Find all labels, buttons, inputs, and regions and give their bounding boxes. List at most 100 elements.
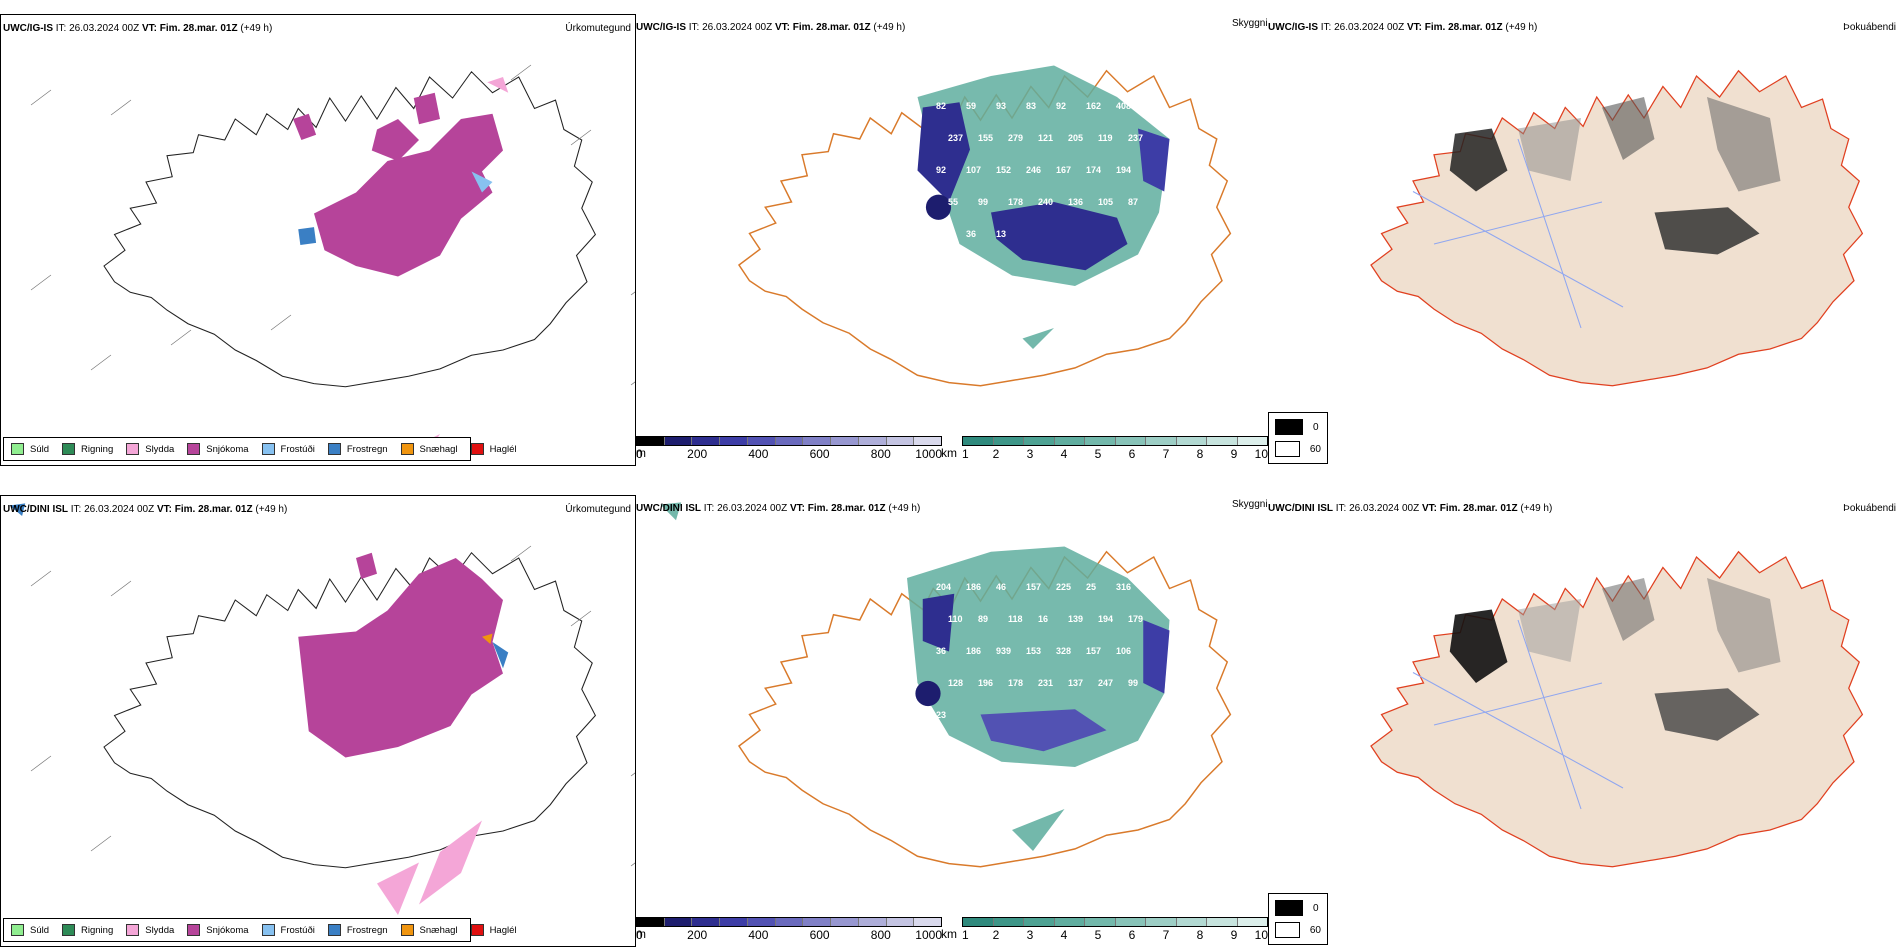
ceiling-colorbar: 0 200 400 600 800 1000 — [636, 917, 942, 942]
colorbar-cell — [637, 918, 665, 926]
legend-item-sleet: Slydda — [126, 443, 174, 455]
ceiling-value-label: 155 — [978, 133, 993, 143]
colorbar-cell — [914, 918, 942, 926]
colorbar-cell — [747, 918, 776, 926]
ceiling-value-label: 247 — [1098, 678, 1113, 688]
it-value: 26.03.2024 00Z — [84, 504, 155, 515]
legend-item-freezing-rain: Frostregn — [327, 924, 388, 936]
precip-type-map — [9, 503, 635, 915]
colorbar-cell — [720, 918, 748, 926]
ceiling-value-label: 106 — [1116, 646, 1131, 656]
legend-swatch — [187, 924, 201, 936]
vt-label: VT: — [1421, 503, 1437, 514]
ceiling-value-label: 178 — [1008, 197, 1023, 207]
fog-index-map — [1370, 70, 1864, 387]
colorbar-cell — [692, 918, 721, 926]
fog-legend: 0 60 — [1268, 893, 1328, 945]
ceiling-value-label: 99 — [978, 197, 988, 207]
legend-label: Snæhagl — [419, 443, 458, 455]
legend-item-rain: Rigning — [62, 443, 113, 455]
ceiling-value-label: 99 — [1128, 678, 1138, 688]
ceiling-color-cells — [636, 917, 942, 927]
colorbar-cell — [1085, 437, 1116, 445]
ceiling-value-label: 36 — [966, 229, 976, 239]
colorbar-tick-label: 9 — [1230, 928, 1238, 942]
colorbar-cell — [858, 918, 887, 926]
fog-legend-label: 0 — [1313, 421, 1319, 433]
fog-legend-row: 60 — [1275, 441, 1321, 457]
colorbar-tick-label: 200 — [687, 447, 708, 461]
colorbar-cell — [963, 437, 994, 445]
cloud-ceiling-map: 204 186 46 157 225 25 316 110 89 118 16 139 194 179 36… — [660, 502, 1232, 868]
ceiling-value-label: 13 — [996, 229, 1006, 239]
colorbar-cell — [1054, 437, 1085, 445]
ceiling-value-label: 205 — [1068, 133, 1083, 143]
colorbar-cell — [1207, 437, 1238, 445]
precip-legend: Súld Rigning Slydda Snjókoma Frostúði Fr… — [3, 918, 517, 942]
ceiling-value-label: 16 — [1038, 614, 1048, 624]
ceiling-value-label: 152 — [996, 165, 1011, 175]
cloud-title: Skyggni — [1232, 18, 1268, 29]
fog-legend: 0 60 — [1268, 412, 1328, 464]
legend-label: Frostregn — [346, 924, 388, 936]
cloud-visibility-panel-top: 82 59 93 83 92 162 408 237 155 279 121 205 119 237 92 1… — [636, 14, 1272, 464]
colorbar-tick-label: 1000 — [915, 447, 942, 461]
ceiling-value-label: 87 — [1128, 197, 1138, 207]
ceiling-value-label: 82 — [936, 101, 946, 111]
legend-label: Rigning — [81, 443, 114, 455]
colorbar-cell — [1237, 918, 1267, 926]
legend-swatch — [400, 443, 414, 455]
colorbar-cell — [993, 918, 1024, 926]
ceiling-ticks: 0 200 400 600 800 1000 — [636, 446, 942, 461]
ceiling-value-label: 231 — [1038, 678, 1053, 688]
colorbar-cell — [803, 437, 832, 445]
colorbar-tick-label: 6 — [1128, 928, 1136, 942]
colorbar-tick-label: 2 — [992, 447, 1000, 461]
fog-index-panel-top: UWC/IG-IS IT: 26.03.2024 00Z VT: Fim. 28… — [1268, 14, 1900, 464]
colorbar-tick-label: 400 — [748, 447, 769, 461]
colorbar-cell — [831, 437, 859, 445]
ceiling-value-label: 59 — [966, 101, 976, 111]
legend-item-freezing-rain: Frostregn — [327, 443, 388, 455]
fog-legend-label: 0 — [1313, 902, 1319, 914]
vt-label: VT: — [789, 503, 805, 514]
legend-swatch — [470, 443, 484, 455]
colorbar-tick-label: 0 — [636, 928, 643, 942]
colorbar-tick-label: 4 — [1060, 928, 1068, 942]
ceiling-value-label: 162 — [1086, 101, 1101, 111]
legend-swatch — [126, 924, 140, 936]
vt-label: VT: — [774, 22, 790, 33]
legend-swatch — [62, 924, 76, 936]
ceiling-value-label: 194 — [1116, 165, 1131, 175]
colorbar-tick-label: 10 — [1254, 928, 1268, 942]
colorbar-tick-label: 6 — [1128, 447, 1136, 461]
legend-swatch — [62, 443, 76, 455]
it-label: IT: — [703, 503, 715, 514]
it-label: IT: — [1320, 22, 1332, 33]
legend-swatch — [327, 443, 341, 455]
it-label: IT: — [688, 22, 700, 33]
ceiling-value-label: 237 — [1128, 133, 1143, 143]
precip-type-panel-bottom: UWC/DINI ISL IT: 26.03.2024 00Z VT: Fim.… — [0, 495, 636, 947]
legend-label: Snjókoma — [206, 443, 249, 455]
fog-index-panel-bottom: UWC/DINI ISL IT: 26.03.2024 00Z VT: Fim.… — [1268, 495, 1900, 945]
colorbar-tick-label: 1 — [962, 928, 969, 942]
legend-label: Haglél — [489, 924, 517, 936]
fog-swatch-white — [1275, 922, 1300, 938]
ceiling-value-label: 105 — [1098, 197, 1113, 207]
colorbar-tick-label: 400 — [748, 928, 769, 942]
ceiling-value-label: 174 — [1086, 165, 1101, 175]
ceiling-value-label: 178 — [1008, 678, 1023, 688]
it-label: IT: — [55, 23, 67, 34]
ceiling-value-label: 167 — [1056, 165, 1071, 175]
ceiling-value-label: 237 — [948, 133, 963, 143]
model-name: UWC/IG-IS — [3, 23, 53, 34]
ceiling-value-label: 23 — [936, 710, 946, 720]
colorbar-tick-label: 600 — [809, 447, 830, 461]
fog-legend-label: 60 — [1309, 924, 1321, 936]
lead-time: (+49 h) — [888, 503, 921, 514]
colorbar-tick-label: 8 — [1196, 447, 1204, 461]
cloud-title: Skyggni — [1232, 499, 1268, 510]
colorbar-cell — [914, 437, 942, 445]
ceiling-value-label: 194 — [1098, 614, 1113, 624]
